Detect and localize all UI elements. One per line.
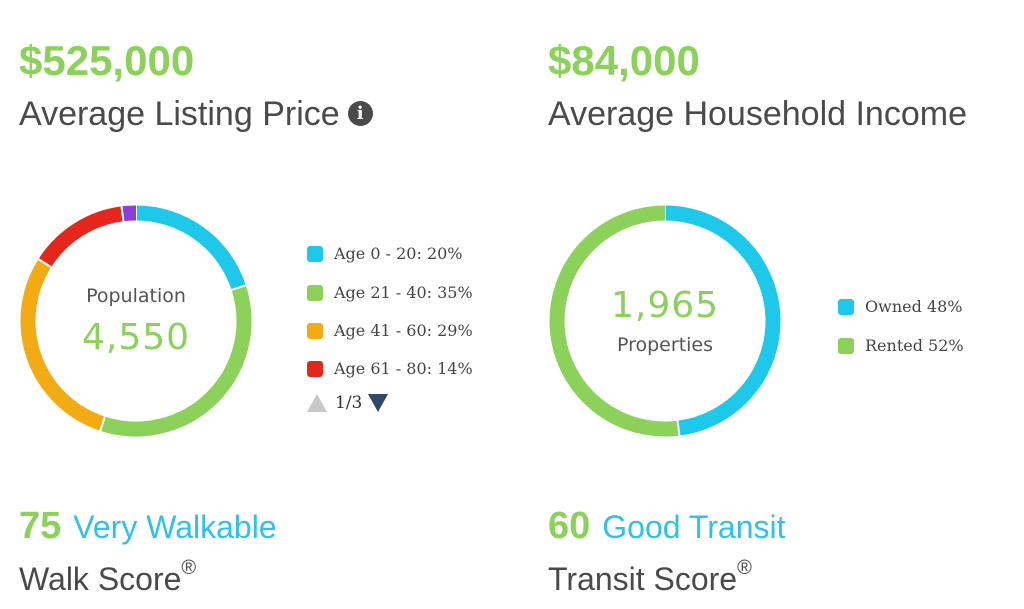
properties-number: 1,965 [610, 285, 720, 326]
registered-mark: ® [181, 557, 197, 580]
transit-score-label: Transit Score [548, 561, 738, 597]
pager-text: 1/3 [335, 393, 363, 413]
properties-donut-segment-1[interactable] [549, 205, 680, 437]
legend-swatch [307, 245, 323, 262]
legend-label: Owned 48% [865, 297, 963, 316]
legend-swatch [307, 284, 323, 301]
transit-score-label-row: Transit Score® [548, 557, 752, 598]
average-household-income-label: Average Household Income [548, 95, 967, 133]
population-donut-segment-3[interactable] [38, 206, 124, 268]
population-donut-segment-4[interactable] [121, 205, 137, 222]
page-up-icon[interactable] [307, 394, 327, 412]
transit-score-number: 60 [548, 505, 591, 547]
population-center: Population 4,550 [18, 285, 254, 358]
population-donut-separator-4 [120, 206, 125, 222]
transit-score-row: 60 Good Transit [548, 505, 785, 548]
average-household-income-value: $84,000 [548, 37, 700, 84]
population-number: 4,550 [81, 317, 191, 358]
walk-score-label: Walk Score [19, 561, 182, 597]
properties-title: Properties [616, 334, 714, 356]
population-donut-segment-0[interactable] [135, 205, 246, 291]
properties-donut-segment-0[interactable] [664, 205, 781, 436]
registered-mark: ® [737, 557, 752, 580]
legend-swatch [307, 322, 323, 339]
walk-score-number: 75 [19, 505, 62, 547]
legend-item-age-21-40[interactable]: Age 21 - 40: 35% [307, 282, 473, 303]
properties-center: 1,965 Properties [547, 285, 783, 356]
legend-label: Rented 52% [865, 336, 964, 355]
average-listing-price-value: $525,000 [19, 37, 195, 84]
properties-legend: Owned 48% Rented 52% [838, 296, 964, 356]
legend-label: Age 41 - 60: 29% [334, 321, 473, 340]
legend-swatch [838, 337, 854, 354]
population-donut-segment-2[interactable] [20, 259, 106, 431]
legend-item-age-0-20[interactable]: Age 0 - 20: 20% [307, 243, 473, 264]
walk-score-label-row: Walk Score® [19, 557, 196, 598]
legend-swatch [307, 360, 323, 377]
page-down-icon[interactable] [368, 394, 389, 412]
legend-label: Age 0 - 20: 20% [334, 244, 463, 263]
average-listing-price-label: Average Listing Price [19, 95, 340, 133]
population-legend: Age 0 - 20: 20% Age 21 - 40: 35% Age 41 … [307, 243, 473, 413]
population-title: Population [86, 285, 186, 307]
legend-item-rented[interactable]: Rented 52% [838, 335, 964, 356]
legend-label: Age 61 - 80: 14% [334, 359, 473, 378]
legend-item-age-61-80[interactable]: Age 61 - 80: 14% [307, 358, 473, 379]
average-listing-price-label-row: Average Listing Price i [19, 97, 373, 131]
walk-score-row: 75 Very Walkable [19, 505, 277, 548]
legend-item-owned[interactable]: Owned 48% [838, 296, 964, 317]
population-donut-chart [20, 205, 252, 437]
population-donut-separator-1 [231, 284, 247, 291]
legend-pager: 1/3 [307, 393, 473, 413]
transit-score-description[interactable]: Good Transit [602, 509, 786, 545]
population-donut-segment-1[interactable] [100, 285, 252, 437]
legend-item-age-41-60[interactable]: Age 41 - 60: 29% [307, 320, 473, 341]
properties-donut-chart [549, 205, 781, 437]
properties-donut-separator-1 [676, 420, 681, 436]
population-donut-separator-2 [99, 416, 106, 432]
legend-label: Age 21 - 40: 35% [334, 283, 473, 302]
walk-score-description[interactable]: Very Walkable [73, 509, 277, 545]
legend-swatch [838, 298, 854, 315]
population-donut-separator-3 [37, 258, 52, 268]
info-icon[interactable]: i [347, 100, 373, 126]
